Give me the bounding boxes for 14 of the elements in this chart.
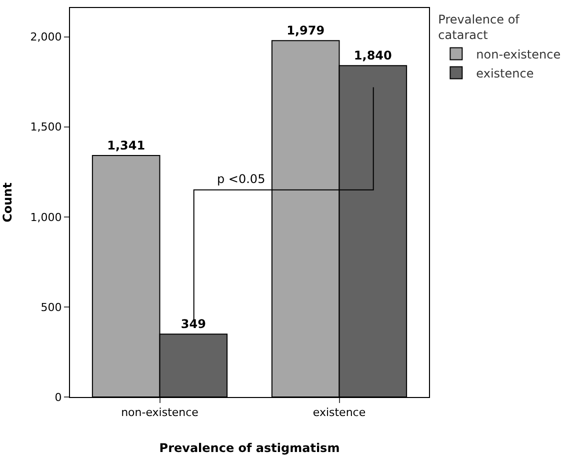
y-axis-title: Count [0, 182, 15, 222]
data-label: 1,341 [107, 138, 146, 152]
data-label: 1,840 [354, 48, 392, 63]
data-label: 349 [180, 317, 206, 332]
annotation: p <0.05 [217, 172, 266, 186]
y-tick-label: 500 [40, 300, 62, 314]
y-tick-label: 0 [54, 390, 62, 404]
x-axis-title: Prevalence of astigmatism [159, 441, 340, 456]
y-tick-label: 2,000 [30, 30, 62, 44]
data-label: 1,979 [286, 24, 325, 38]
legend-label: existence [476, 66, 534, 80]
y-tick-label: 1,500 [30, 120, 62, 134]
legend-label: non-existence [476, 47, 561, 62]
y-tick-label: 1,000 [30, 210, 62, 224]
